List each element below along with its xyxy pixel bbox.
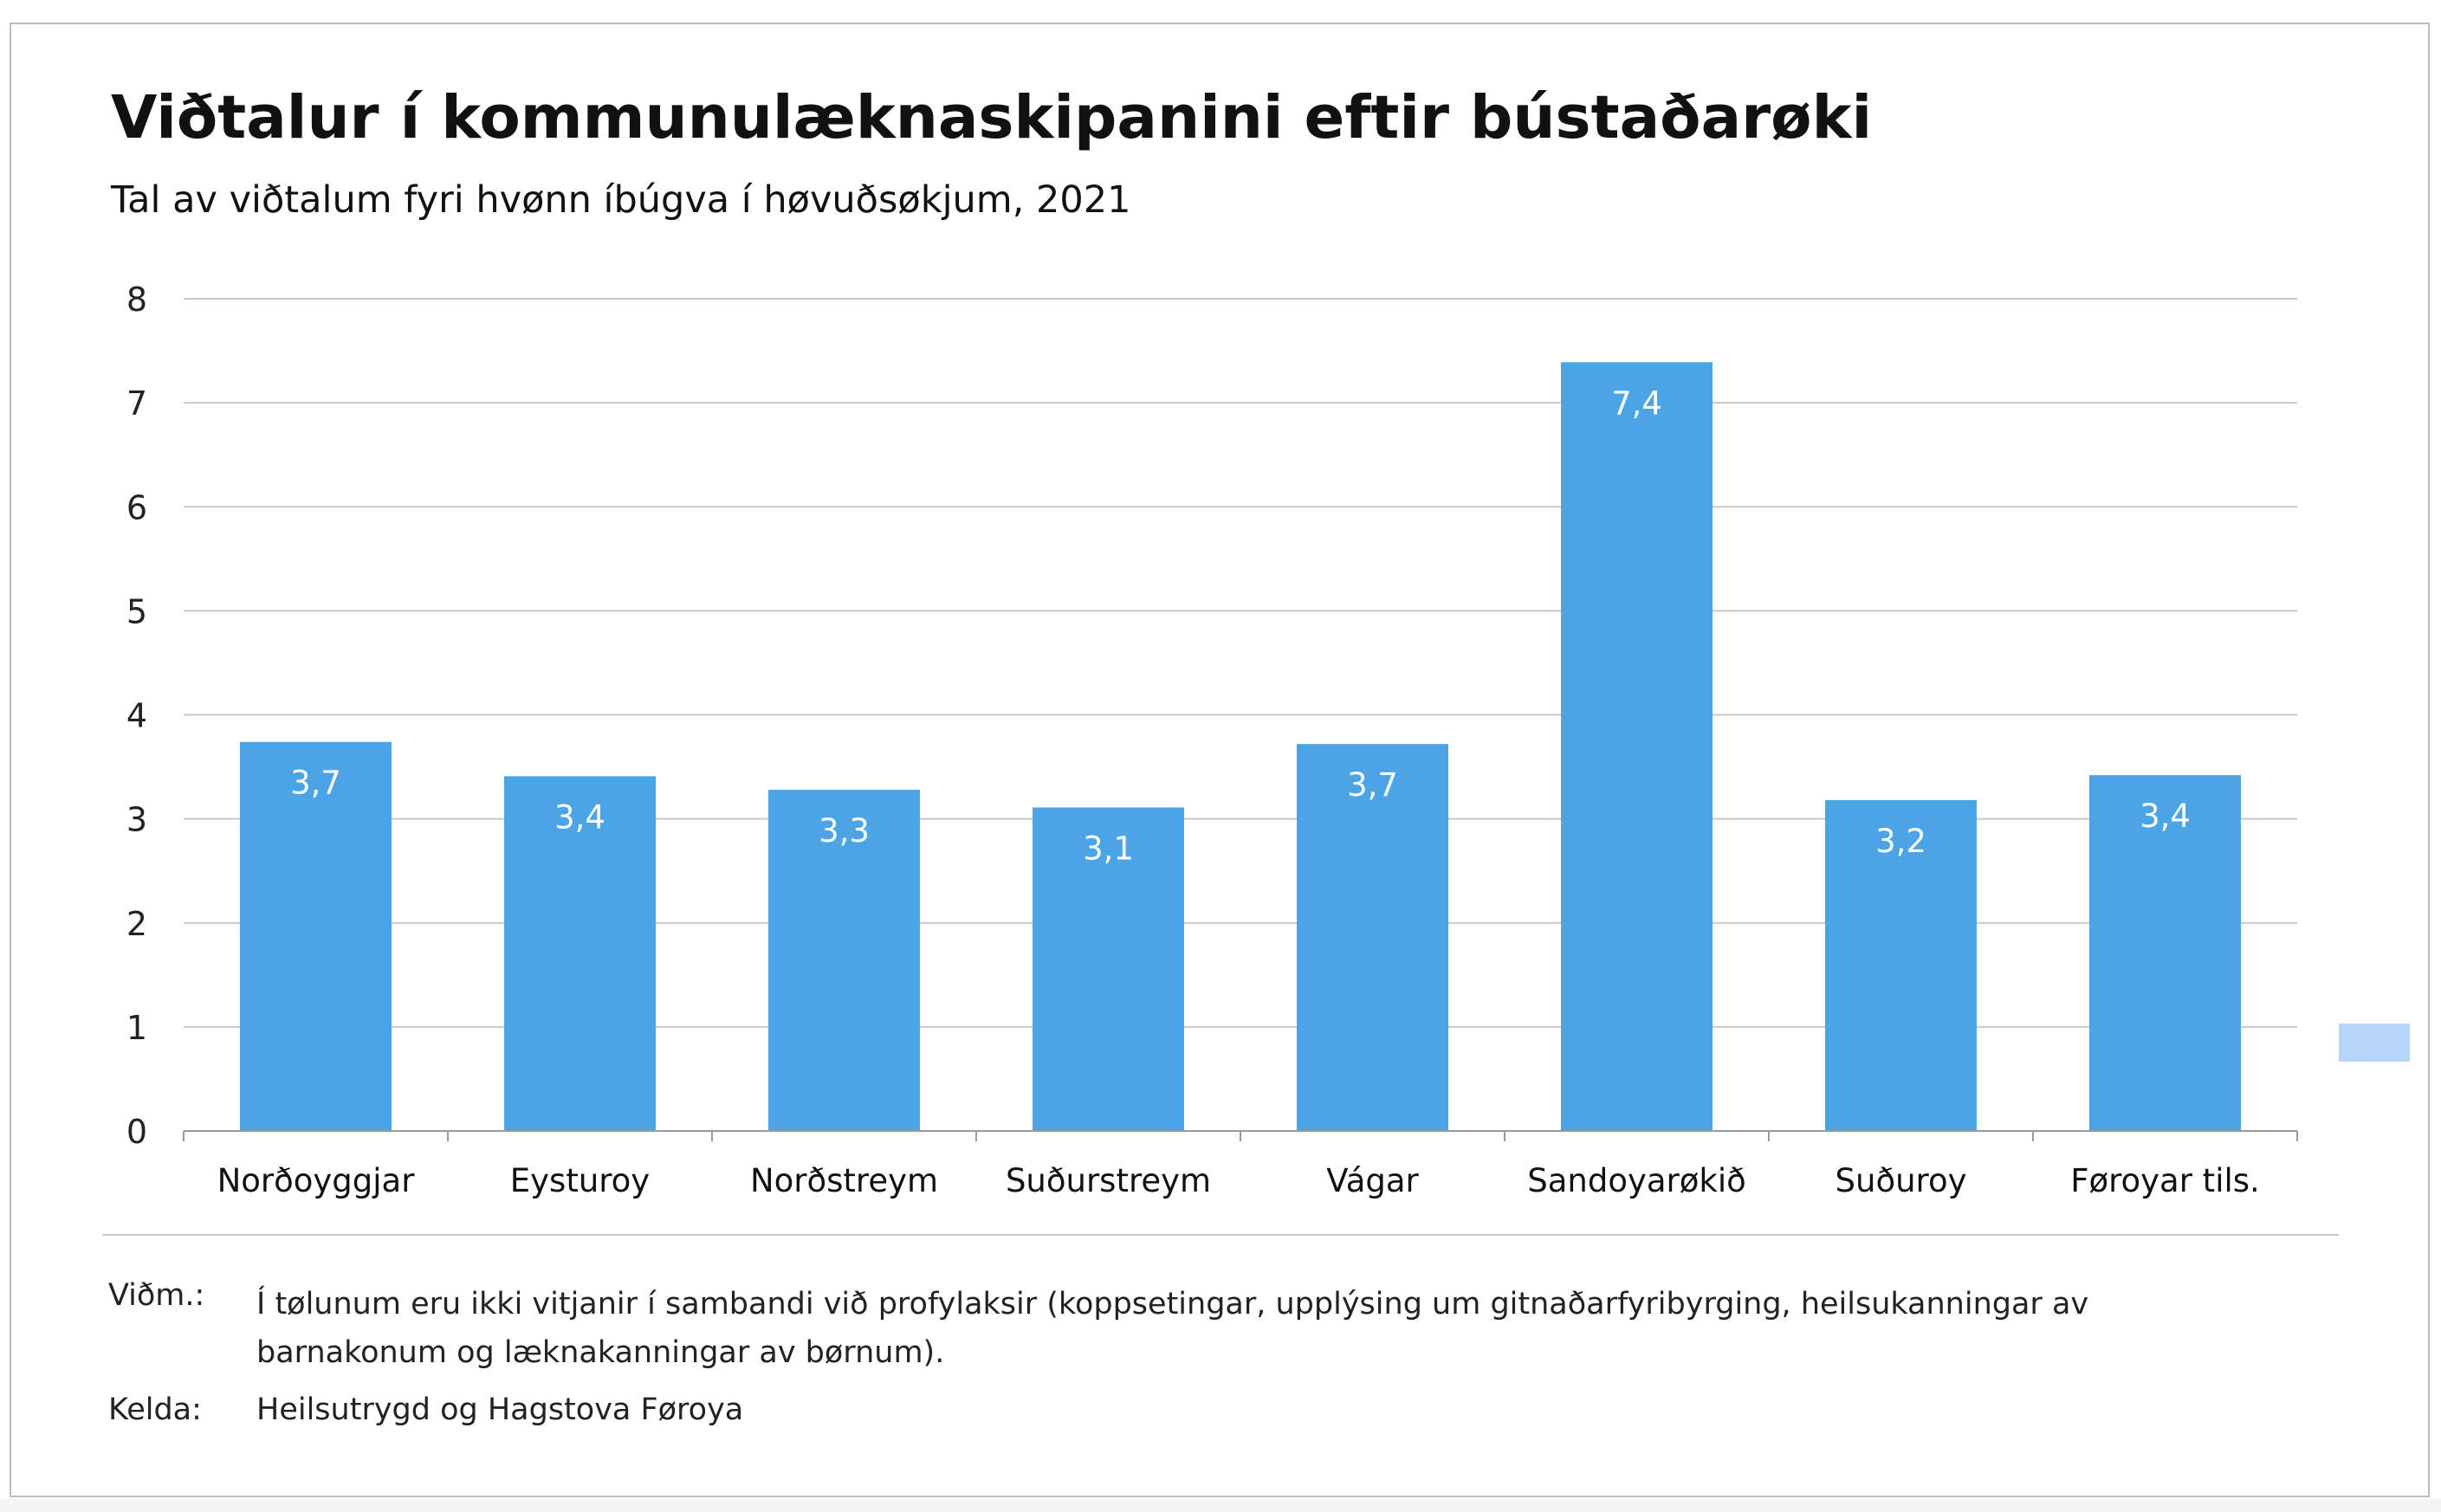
x-tick-label: Sandoyarøkið (1527, 1162, 1746, 1199)
bar (1561, 362, 1713, 1131)
data-label: 3,2 (1875, 823, 1926, 860)
bars (240, 362, 2241, 1131)
data-label: 3,4 (2140, 798, 2191, 835)
y-tick-label: 8 (126, 281, 147, 319)
data-label: 3,3 (819, 812, 870, 850)
x-tick-label: Vágar (1326, 1162, 1419, 1199)
x-tick-label: Eysturoy (510, 1162, 650, 1199)
bar (1825, 800, 1977, 1131)
y-tick-label: 2 (126, 905, 147, 943)
data-label: 3,1 (1083, 830, 1134, 867)
y-tick-label: 3 (126, 801, 147, 839)
x-tick-label: Suðurstreym (1006, 1162, 1211, 1199)
y-tick-label: 5 (126, 592, 147, 630)
x-tick-label: Norðstreym (750, 1162, 938, 1199)
x-tick-label: Norðoyggjar (217, 1162, 416, 1199)
bar (1297, 744, 1448, 1131)
x-tick-label: Føroyar tils. (2070, 1162, 2260, 1199)
y-tick-label: 1 (126, 1009, 147, 1047)
chart-title: Viðtalur í kommunulæknaskipanini eftir b… (111, 83, 1873, 152)
note-label: Viðm.: (108, 1278, 205, 1313)
y-tick-label: 4 (126, 697, 147, 735)
bar (240, 741, 392, 1131)
divider (102, 1234, 2339, 1236)
y-tick-label: 6 (126, 488, 147, 527)
note-text: Í tølunum eru ikki vitjanir í sambandi v… (256, 1287, 2089, 1370)
data-label: 3,7 (1347, 766, 1398, 804)
bar (768, 789, 920, 1131)
chart-subtitle: Tal av viðtalum fyri hvønn íbúgva í høvu… (111, 178, 1131, 222)
axes (183, 1130, 2298, 1141)
y-tick-label: 0 (126, 1113, 147, 1151)
legend-swatch (2339, 1024, 2410, 1062)
bar (1033, 807, 1184, 1131)
bar (2089, 775, 2241, 1131)
labels: 0 1 2 3 4 5 6 7 8 3,7 Norðoyggjar 3,4 Eysturoy 3,3 Nor… (126, 281, 2260, 1199)
bar (504, 776, 656, 1131)
y-tick-label: 7 (126, 384, 147, 423)
data-label: 3,4 (554, 798, 605, 836)
bottom-strip (0, 1499, 2441, 1512)
data-label: 3,7 (290, 765, 341, 802)
chart-frame (10, 23, 2430, 1497)
source-label: Kelda: (108, 1392, 202, 1427)
gridlines (184, 298, 2297, 1028)
source-text: Heilsutrygd og Hagstova Føroya (256, 1392, 744, 1427)
data-label: 7,4 (1611, 384, 1662, 422)
x-tick-label: Suðuroy (1836, 1162, 1967, 1199)
